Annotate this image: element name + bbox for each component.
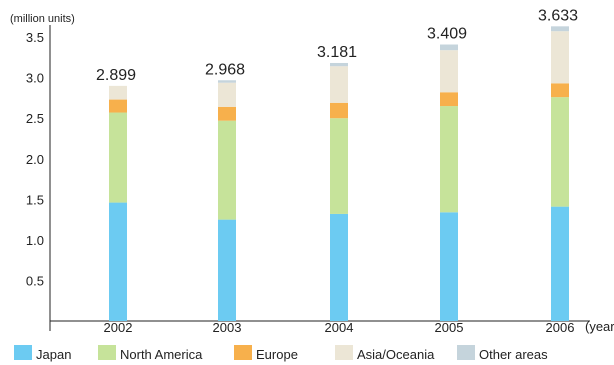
y-tick-label: 2.5 xyxy=(26,111,44,126)
total-label-2003: 2.968 xyxy=(205,61,245,78)
bar-segment-europe-2002 xyxy=(109,99,127,113)
y-tick-label: 1.0 xyxy=(26,233,44,248)
legend-swatch-japan xyxy=(14,345,32,360)
bar-segment-europe-2005 xyxy=(440,92,458,107)
bar-segment-asia-oceania-2004 xyxy=(330,66,348,103)
legend-swatch-asia-oceania xyxy=(335,345,353,360)
bar-segment-north-america-2006 xyxy=(551,97,569,207)
y-tick-label: 2.0 xyxy=(26,152,44,167)
x-tick-label-2006: 2006 xyxy=(546,320,575,335)
bar-segment-north-america-2004 xyxy=(330,118,348,214)
bar-segment-north-america-2003 xyxy=(218,120,236,220)
bar-segment-europe-2006 xyxy=(551,83,569,98)
bar-segment-other-areas-2005 xyxy=(440,44,458,51)
legend-swatch-europe xyxy=(234,345,252,360)
bar-segment-japan-2004 xyxy=(330,213,348,321)
legend: Japan North America Europe Asia/Oceania Othe… xyxy=(14,345,548,362)
y-tick-label: 1.5 xyxy=(26,192,44,207)
x-tick-label-2005: 2005 xyxy=(435,320,464,335)
bar-segment-north-america-2002 xyxy=(109,112,127,203)
y-tick-label: 0.5 xyxy=(26,273,44,288)
legend-swatch-other-areas xyxy=(457,345,475,360)
x-axis-unit-label: (year) xyxy=(585,319,614,334)
legend-label-other-areas: Other areas xyxy=(479,347,548,362)
bar-segment-asia-oceania-2005 xyxy=(440,50,458,93)
legend-swatch-north-america xyxy=(98,345,116,360)
bar-segment-other-areas-2006 xyxy=(551,26,569,32)
bar-segment-europe-2003 xyxy=(218,106,236,121)
y-axis-unit-label: (million units) xyxy=(10,13,75,25)
bar-segment-asia-oceania-2006 xyxy=(551,31,569,84)
bar-segment-japan-2005 xyxy=(440,212,458,321)
legend-label-europe: Europe xyxy=(256,347,298,362)
x-tick-label-2002: 2002 xyxy=(104,320,133,335)
y-axis-ticks: 0.5 1.0 1.5 2.0 2.5 3.0 3.5 xyxy=(26,30,44,288)
bar-segment-japan-2003 xyxy=(218,219,236,321)
bar-segment-other-areas-2004 xyxy=(330,62,348,67)
bar-segment-asia-oceania-2002 xyxy=(109,85,127,100)
legend-label-asia-oceania: Asia/Oceania xyxy=(357,347,435,362)
bar-segment-europe-2004 xyxy=(330,102,348,119)
x-tick-label-2004: 2004 xyxy=(325,320,354,335)
bar-segment-asia-oceania-2003 xyxy=(218,82,236,107)
total-label-2004: 3.181 xyxy=(317,44,357,61)
y-tick-label: 3.5 xyxy=(26,30,44,45)
legend-label-north-america: North America xyxy=(120,347,203,362)
total-label-2005: 3.409 xyxy=(427,25,467,42)
bars-group xyxy=(109,26,569,321)
x-tick-label-2003: 2003 xyxy=(213,320,242,335)
bar-segment-other-areas-2003 xyxy=(218,80,236,83)
x-axis-ticks: 2002 2003 2004 2005 2006 xyxy=(104,320,575,335)
legend-label-japan: Japan xyxy=(36,347,71,362)
total-label-2002: 2.899 xyxy=(96,67,136,84)
bar-segment-north-america-2005 xyxy=(440,106,458,213)
y-tick-label: 3.0 xyxy=(26,71,44,86)
total-label-2006: 3.633 xyxy=(538,7,578,24)
bar-segment-japan-2006 xyxy=(551,206,569,321)
bar-segment-japan-2002 xyxy=(109,202,127,321)
total-labels-group: 2.899 2.968 3.181 3.409 3.633 xyxy=(96,7,578,84)
